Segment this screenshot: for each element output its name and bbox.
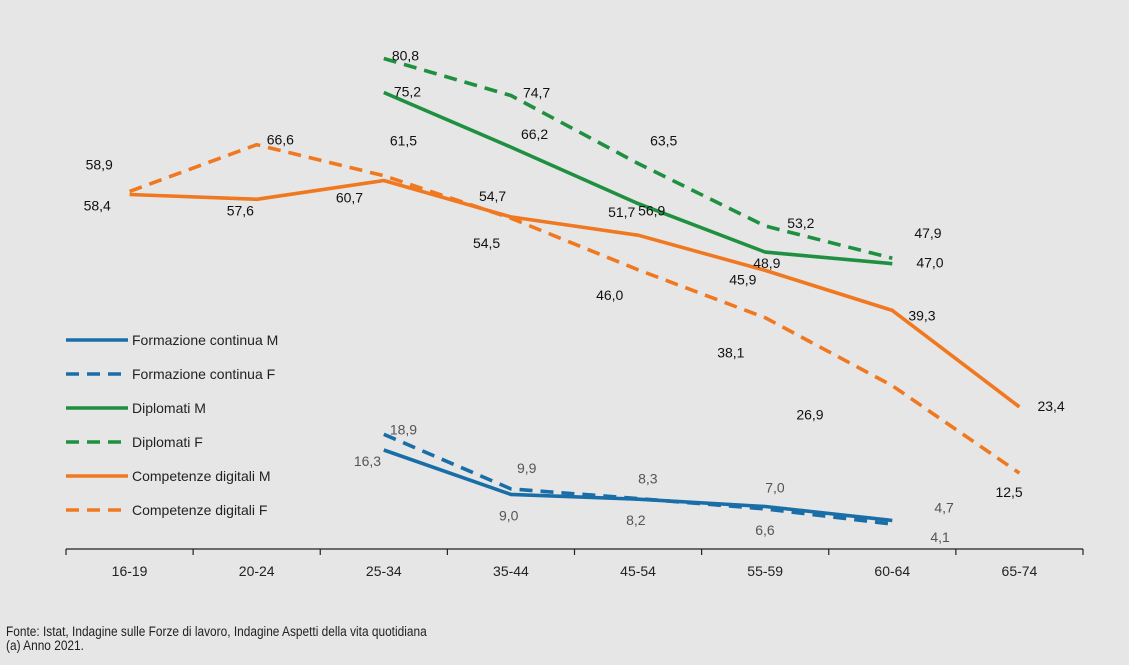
data-label: 57,6	[227, 202, 254, 218]
data-label: 53,2	[787, 215, 814, 231]
x-tick-label: 35-44	[493, 563, 529, 579]
x-tick-label: 25-34	[366, 563, 402, 579]
data-label: 6,6	[755, 522, 775, 538]
data-label: 63,5	[650, 133, 677, 149]
data-label: 4,1	[930, 529, 950, 545]
data-label: 12,5	[995, 484, 1022, 500]
legend-label: Competenze digitali M	[132, 468, 271, 484]
data-label: 61,5	[390, 133, 417, 149]
x-tick-label: 55-59	[747, 563, 783, 579]
x-tick-label: 65-74	[1002, 563, 1038, 579]
data-label: 58,4	[84, 197, 111, 213]
x-tick-label: 20-24	[239, 563, 275, 579]
series-line-diplomati-m	[383, 90, 893, 266]
data-label: 4,7	[934, 499, 954, 515]
data-label: 51,7	[608, 204, 635, 220]
x-tick-label: 60-64	[874, 563, 910, 579]
data-label: 54,7	[479, 188, 506, 204]
data-label: 47,9	[914, 225, 941, 241]
x-tick-label: 45-54	[620, 563, 656, 579]
data-label: 9,0	[499, 507, 519, 523]
legend-label: Competenze digitali F	[132, 502, 267, 518]
data-label: 48,9	[753, 255, 780, 271]
data-label: 74,7	[523, 85, 550, 101]
series-line-diplomati-f	[383, 56, 893, 260]
data-label: 80,8	[392, 47, 419, 63]
series-line-formazione-continua-f	[383, 432, 893, 526]
source-note-line-1: Fonte: Istat, Indagine sulle Forze di la…	[6, 624, 427, 639]
data-label: 16,3	[354, 453, 381, 469]
data-label: 66,2	[521, 126, 548, 142]
legend-label: Diplomati F	[132, 434, 203, 450]
legend-label: Formazione continua F	[132, 366, 275, 382]
data-label: 9,9	[517, 460, 537, 476]
legend-label: Formazione continua M	[132, 332, 278, 348]
data-label: 45,9	[729, 271, 756, 287]
data-label: 54,5	[473, 235, 500, 251]
data-label: 66,6	[267, 132, 294, 148]
series-line-formazione-continua-m	[383, 448, 893, 523]
data-label: 38,1	[717, 345, 744, 361]
data-label: 18,9	[390, 421, 417, 437]
data-label: 47,0	[916, 255, 943, 271]
data-label: 46,0	[596, 287, 623, 303]
legend-label: Diplomati M	[132, 400, 206, 416]
series-line-competenze-digitali-f	[128, 142, 1021, 475]
data-label: 60,7	[336, 190, 363, 206]
data-label: 58,9	[86, 156, 113, 172]
series-line-competenze-digitali-m	[129, 178, 1021, 409]
source-note-line-2: (a) Anno 2021.	[6, 638, 84, 653]
data-label: 56,9	[638, 203, 665, 219]
x-tick-label: 16-19	[112, 563, 148, 579]
data-label: 23,4	[1037, 398, 1064, 414]
data-label: 26,9	[796, 407, 823, 423]
data-label: 75,2	[394, 83, 421, 99]
data-label: 39,3	[908, 307, 935, 323]
data-label: 8,3	[638, 471, 658, 487]
data-label: 8,2	[626, 512, 646, 528]
data-label: 7,0	[765, 480, 785, 496]
